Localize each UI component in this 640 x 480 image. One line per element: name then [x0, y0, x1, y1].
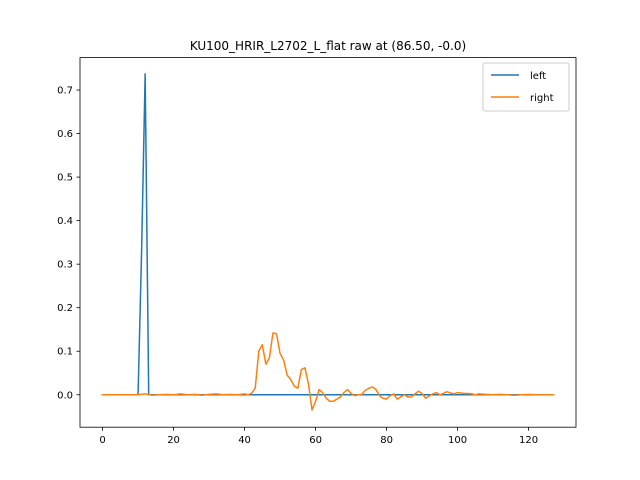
series-line-right	[101, 332, 555, 411]
x-tick-label: 80	[380, 435, 393, 446]
x-tick-label: 60	[309, 435, 322, 446]
plot-area	[80, 57, 576, 428]
y-axis: 0.0 0.1 0.2 0.3 0.4 0.5 0.6 0.7	[57, 86, 80, 401]
y-tick-label: 0.4	[57, 216, 73, 227]
y-tick-label: 0.3	[57, 260, 73, 271]
y-tick-label: 0.5	[57, 173, 73, 184]
y-tick-label: 0.6	[57, 129, 73, 140]
y-tick-label: 0.7	[57, 86, 73, 97]
x-tick-label: 120	[519, 435, 538, 446]
x-tick-label: 0	[99, 435, 105, 446]
y-tick-label: 0.2	[57, 303, 73, 314]
axes-frame	[79, 57, 577, 428]
legend-box	[482, 62, 570, 112]
series-layer	[101, 73, 555, 411]
chart-title: KU100_HRIR_L2702_L_flat raw at (86.50, -…	[190, 39, 466, 53]
x-axis: 0 20 40 60 80 100 120	[99, 427, 538, 446]
x-tick-label: 40	[238, 435, 251, 446]
y-tick-label: 0.1	[57, 347, 73, 358]
legend-label-right: right	[530, 93, 554, 104]
x-tick-label: 20	[167, 435, 180, 446]
legend: left right	[482, 62, 570, 112]
legend-label-left: left	[530, 71, 546, 82]
x-tick-label: 100	[448, 435, 467, 446]
y-tick-label: 0.0	[57, 390, 73, 401]
